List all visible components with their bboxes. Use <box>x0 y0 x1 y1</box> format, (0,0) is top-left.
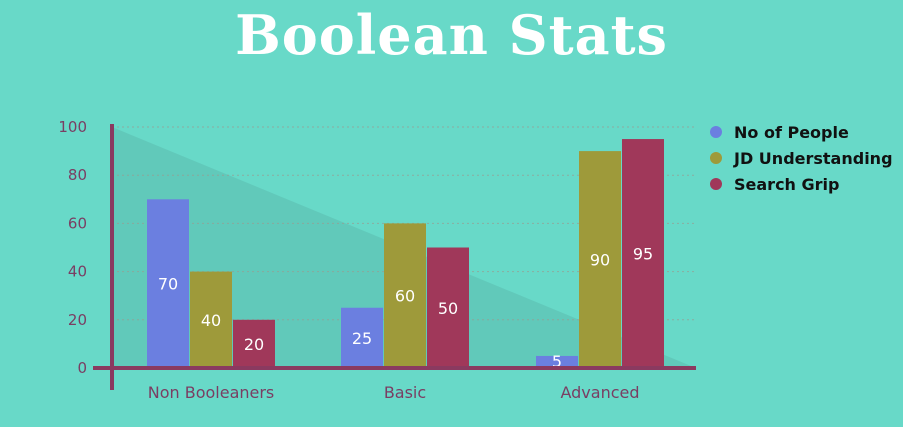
data-label: 40 <box>201 311 221 330</box>
y-tick-label: 0 <box>77 359 87 377</box>
data-label: 95 <box>633 245 653 264</box>
y-tick-label: 20 <box>68 311 87 329</box>
bar <box>427 247 469 368</box>
bar <box>233 319 275 368</box>
chart-title: Boolean Stats <box>235 3 668 67</box>
legend-marker <box>710 126 722 138</box>
bar <box>622 139 664 368</box>
legend-label: Search Grip <box>734 175 839 194</box>
y-tick-label: 40 <box>68 263 87 281</box>
x-category-labels: Non Booleaners Basic Advanced <box>148 383 640 402</box>
bar <box>536 355 578 368</box>
data-label: 70 <box>158 275 178 294</box>
data-label: 90 <box>590 251 610 270</box>
legend-label: No of People <box>734 123 849 142</box>
legend: No of People JD Understanding Search Grip <box>710 123 893 194</box>
axes <box>93 124 696 390</box>
data-label: 20 <box>244 335 264 354</box>
x-category-label: Advanced <box>560 383 639 402</box>
legend-label: JD Understanding <box>733 149 893 168</box>
y-tick-labels: 0 20 40 60 80 100 <box>58 118 87 377</box>
x-category-label: Non Booleaners <box>148 383 275 402</box>
legend-marker <box>710 152 722 164</box>
y-tick-label: 80 <box>68 166 87 184</box>
bars <box>147 139 664 368</box>
data-label: 60 <box>395 287 415 306</box>
data-labels: 70 40 20 25 60 50 5 90 95 <box>158 245 653 371</box>
data-label: 25 <box>352 329 372 348</box>
y-tick-label: 60 <box>68 214 87 232</box>
y-tick-label: 100 <box>58 118 87 136</box>
bar <box>190 271 232 368</box>
data-label: 50 <box>438 299 458 318</box>
bar <box>384 223 426 368</box>
legend-marker <box>710 178 722 190</box>
data-label: 5 <box>552 352 562 371</box>
x-category-label: Basic <box>384 383 426 402</box>
bar <box>147 199 189 368</box>
bar <box>579 151 621 368</box>
bar <box>341 307 383 368</box>
